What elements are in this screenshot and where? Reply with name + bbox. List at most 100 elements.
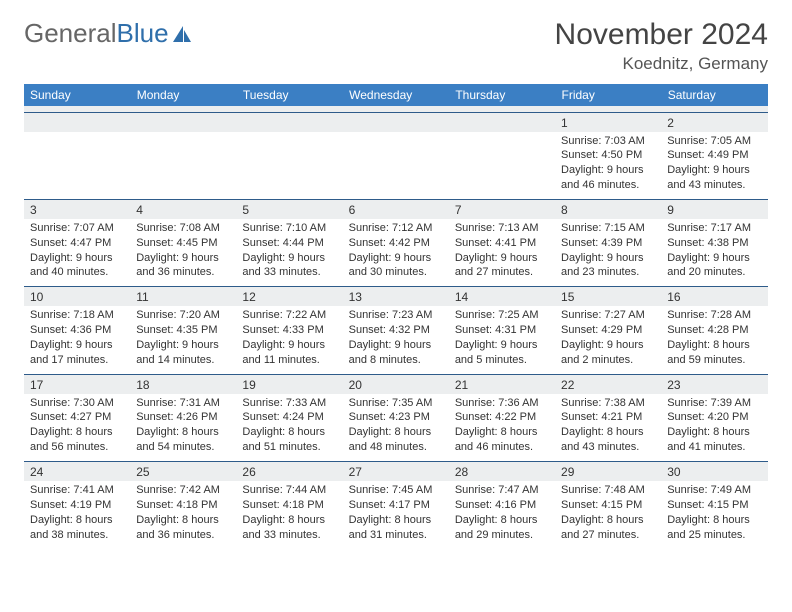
day-detail-cell: Sunrise: 7:07 AMSunset: 4:47 PMDaylight:… [24, 219, 130, 287]
sunrise-text: Sunrise: 7:49 AM [667, 483, 761, 498]
day-number-cell: 14 [449, 287, 555, 307]
sunrise-text: Sunrise: 7:25 AM [455, 308, 549, 323]
sunrise-text: Sunrise: 7:45 AM [349, 483, 443, 498]
day-detail-cell [449, 132, 555, 200]
sunrise-text: Sunrise: 7:22 AM [242, 308, 336, 323]
sunset-text: Sunset: 4:15 PM [561, 498, 655, 513]
day-detail-cell: Sunrise: 7:03 AMSunset: 4:50 PMDaylight:… [555, 132, 661, 200]
day-number-cell: 21 [449, 374, 555, 394]
day-number-cell: 29 [555, 462, 661, 482]
day-number-cell [236, 112, 342, 132]
day-detail-cell: Sunrise: 7:49 AMSunset: 4:15 PMDaylight:… [661, 481, 767, 548]
sunrise-text: Sunrise: 7:48 AM [561, 483, 655, 498]
day-number-cell: 17 [24, 374, 130, 394]
location-label: Koednitz, Germany [555, 54, 768, 74]
sunrise-text: Sunrise: 7:15 AM [561, 221, 655, 236]
sunset-text: Sunset: 4:45 PM [136, 236, 230, 251]
day-number-cell: 4 [130, 199, 236, 219]
day-number-cell: 16 [661, 287, 767, 307]
day-of-week-header: Thursday [449, 84, 555, 106]
sunrise-text: Sunrise: 7:13 AM [455, 221, 549, 236]
day-number-cell: 6 [343, 199, 449, 219]
week-detail-row: Sunrise: 7:41 AMSunset: 4:19 PMDaylight:… [24, 481, 768, 548]
sunset-text: Sunset: 4:27 PM [30, 410, 124, 425]
day-number-cell: 19 [236, 374, 342, 394]
day-detail-cell: Sunrise: 7:08 AMSunset: 4:45 PMDaylight:… [130, 219, 236, 287]
sunrise-text: Sunrise: 7:23 AM [349, 308, 443, 323]
day-number-cell: 2 [661, 112, 767, 132]
day-number-cell: 11 [130, 287, 236, 307]
day-detail-cell: Sunrise: 7:15 AMSunset: 4:39 PMDaylight:… [555, 219, 661, 287]
day-detail-cell [24, 132, 130, 200]
day-number-cell: 28 [449, 462, 555, 482]
daylight-text: Daylight: 8 hours and 41 minutes. [667, 425, 761, 455]
sunrise-text: Sunrise: 7:47 AM [455, 483, 549, 498]
daylight-text: Daylight: 8 hours and 59 minutes. [667, 338, 761, 368]
sunrise-text: Sunrise: 7:44 AM [242, 483, 336, 498]
day-detail-cell: Sunrise: 7:10 AMSunset: 4:44 PMDaylight:… [236, 219, 342, 287]
day-detail-cell: Sunrise: 7:17 AMSunset: 4:38 PMDaylight:… [661, 219, 767, 287]
sunrise-text: Sunrise: 7:28 AM [667, 308, 761, 323]
sunset-text: Sunset: 4:36 PM [30, 323, 124, 338]
daylight-text: Daylight: 8 hours and 29 minutes. [455, 513, 549, 543]
day-detail-cell: Sunrise: 7:38 AMSunset: 4:21 PMDaylight:… [555, 394, 661, 462]
day-detail-cell: Sunrise: 7:25 AMSunset: 4:31 PMDaylight:… [449, 306, 555, 374]
day-detail-cell: Sunrise: 7:41 AMSunset: 4:19 PMDaylight:… [24, 481, 130, 548]
sunset-text: Sunset: 4:39 PM [561, 236, 655, 251]
daylight-text: Daylight: 9 hours and 20 minutes. [667, 251, 761, 281]
day-detail-cell: Sunrise: 7:28 AMSunset: 4:28 PMDaylight:… [661, 306, 767, 374]
brand-part1: General [24, 18, 117, 49]
daylight-text: Daylight: 9 hours and 8 minutes. [349, 338, 443, 368]
day-of-week-header: Wednesday [343, 84, 449, 106]
sunset-text: Sunset: 4:33 PM [242, 323, 336, 338]
day-number-cell: 3 [24, 199, 130, 219]
week-detail-row: Sunrise: 7:03 AMSunset: 4:50 PMDaylight:… [24, 132, 768, 200]
day-number-cell: 22 [555, 374, 661, 394]
sunset-text: Sunset: 4:47 PM [30, 236, 124, 251]
sunset-text: Sunset: 4:35 PM [136, 323, 230, 338]
daylight-text: Daylight: 9 hours and 33 minutes. [242, 251, 336, 281]
sunrise-text: Sunrise: 7:20 AM [136, 308, 230, 323]
daylight-text: Daylight: 9 hours and 14 minutes. [136, 338, 230, 368]
daylight-text: Daylight: 9 hours and 11 minutes. [242, 338, 336, 368]
sunrise-text: Sunrise: 7:41 AM [30, 483, 124, 498]
day-detail-cell: Sunrise: 7:23 AMSunset: 4:32 PMDaylight:… [343, 306, 449, 374]
sunset-text: Sunset: 4:38 PM [667, 236, 761, 251]
day-detail-cell: Sunrise: 7:12 AMSunset: 4:42 PMDaylight:… [343, 219, 449, 287]
daylight-text: Daylight: 8 hours and 36 minutes. [136, 513, 230, 543]
day-detail-cell: Sunrise: 7:45 AMSunset: 4:17 PMDaylight:… [343, 481, 449, 548]
sunset-text: Sunset: 4:29 PM [561, 323, 655, 338]
daylight-text: Daylight: 8 hours and 43 minutes. [561, 425, 655, 455]
week-daynum-row: 3456789 [24, 199, 768, 219]
day-number-cell: 23 [661, 374, 767, 394]
daylight-text: Daylight: 9 hours and 5 minutes. [455, 338, 549, 368]
week-detail-row: Sunrise: 7:18 AMSunset: 4:36 PMDaylight:… [24, 306, 768, 374]
week-daynum-row: 12 [24, 112, 768, 132]
day-number-cell: 25 [130, 462, 236, 482]
day-of-week-header: Sunday [24, 84, 130, 106]
day-number-cell: 24 [24, 462, 130, 482]
sunset-text: Sunset: 4:15 PM [667, 498, 761, 513]
day-number-cell [24, 112, 130, 132]
day-number-cell: 13 [343, 287, 449, 307]
day-detail-cell: Sunrise: 7:18 AMSunset: 4:36 PMDaylight:… [24, 306, 130, 374]
sunrise-text: Sunrise: 7:08 AM [136, 221, 230, 236]
daylight-text: Daylight: 9 hours and 46 minutes. [561, 163, 655, 193]
daylight-text: Daylight: 9 hours and 17 minutes. [30, 338, 124, 368]
daylight-text: Daylight: 9 hours and 40 minutes. [30, 251, 124, 281]
daylight-text: Daylight: 8 hours and 31 minutes. [349, 513, 443, 543]
day-of-week-row: SundayMondayTuesdayWednesdayThursdayFrid… [24, 84, 768, 106]
sunset-text: Sunset: 4:41 PM [455, 236, 549, 251]
brand-logo: GeneralBlue [24, 18, 193, 49]
sunset-text: Sunset: 4:23 PM [349, 410, 443, 425]
sunset-text: Sunset: 4:17 PM [349, 498, 443, 513]
day-of-week-header: Friday [555, 84, 661, 106]
sunrise-text: Sunrise: 7:31 AM [136, 396, 230, 411]
daylight-text: Daylight: 8 hours and 48 minutes. [349, 425, 443, 455]
week-daynum-row: 10111213141516 [24, 287, 768, 307]
sunrise-text: Sunrise: 7:07 AM [30, 221, 124, 236]
sunrise-text: Sunrise: 7:27 AM [561, 308, 655, 323]
title-block: November 2024 Koednitz, Germany [555, 18, 768, 74]
brand-part2: Blue [117, 18, 169, 49]
sunrise-text: Sunrise: 7:38 AM [561, 396, 655, 411]
